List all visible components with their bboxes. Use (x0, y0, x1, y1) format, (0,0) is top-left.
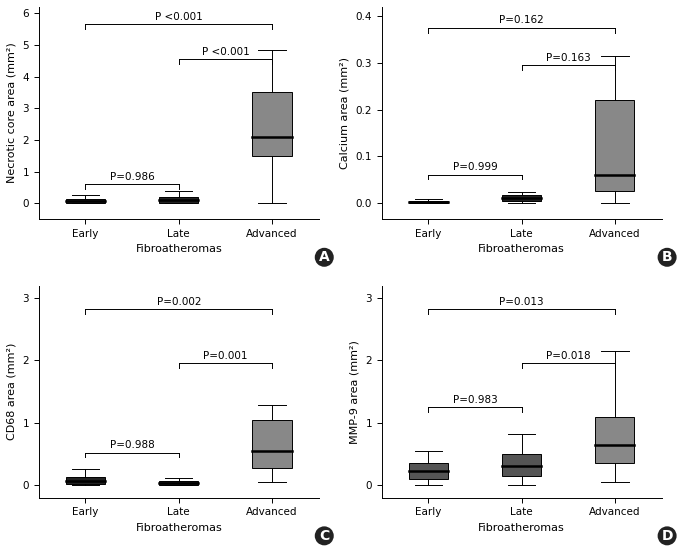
Text: P=0.162: P=0.162 (499, 15, 544, 25)
X-axis label: Fibroatheromas: Fibroatheromas (478, 245, 565, 254)
Text: P=0.983: P=0.983 (453, 395, 497, 405)
Text: P=0.013: P=0.013 (499, 296, 544, 307)
Bar (595, 100, 634, 191)
Text: P <0.001: P <0.001 (202, 46, 249, 57)
Bar (502, 454, 541, 476)
Text: P <0.001: P <0.001 (155, 12, 202, 22)
Bar (159, 482, 198, 485)
Bar (409, 201, 448, 203)
Text: A: A (319, 250, 329, 264)
Bar (66, 199, 105, 203)
Text: P=0.999: P=0.999 (453, 162, 497, 172)
Bar (595, 417, 634, 464)
X-axis label: Fibroatheromas: Fibroatheromas (135, 245, 222, 254)
Text: C: C (319, 529, 329, 543)
Y-axis label: Calcium area (mm²): Calcium area (mm²) (340, 57, 350, 169)
Text: P=0.001: P=0.001 (203, 351, 248, 361)
Bar (409, 464, 448, 479)
Y-axis label: MMP-9 area (mm²): MMP-9 area (mm²) (350, 340, 360, 443)
Bar (253, 92, 291, 156)
Text: P=0.018: P=0.018 (546, 351, 591, 361)
Y-axis label: Necrotic core area (mm²): Necrotic core area (mm²) (7, 43, 17, 183)
Text: P=0.988: P=0.988 (110, 440, 155, 450)
Text: P=0.163: P=0.163 (546, 52, 591, 63)
Text: D: D (661, 529, 673, 543)
Bar (159, 197, 198, 203)
Bar (253, 420, 291, 468)
Text: P=0.986: P=0.986 (110, 172, 155, 182)
Text: P=0.002: P=0.002 (156, 296, 201, 307)
Text: B: B (662, 250, 672, 264)
X-axis label: Fibroatheromas: Fibroatheromas (135, 523, 222, 533)
Y-axis label: CD68 area (mm²): CD68 area (mm²) (7, 343, 17, 440)
X-axis label: Fibroatheromas: Fibroatheromas (478, 523, 565, 533)
Bar (66, 477, 105, 484)
Bar (502, 195, 541, 201)
